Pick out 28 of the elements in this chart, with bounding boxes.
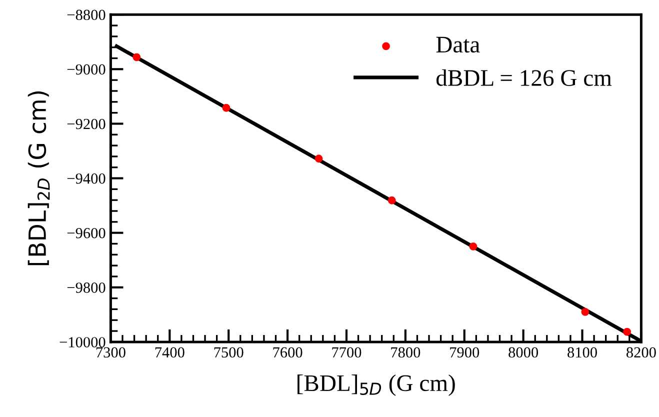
point	[623, 328, 632, 336]
point	[388, 196, 396, 204]
y-tick-label: −9800	[67, 282, 106, 293]
x-tick-label: 8100	[568, 347, 597, 358]
x-tick-label: 8200	[626, 347, 656, 358]
point	[469, 242, 478, 250]
legend-label: dBDL = 126 G cm	[436, 69, 612, 86]
point	[581, 308, 590, 316]
x-tick-label: 7700	[332, 347, 362, 358]
x-tick-label: 7300	[96, 347, 126, 358]
x-tick-label: 7400	[155, 347, 184, 358]
x-tick-label: 7800	[391, 347, 420, 358]
y-tick-label: −9400	[67, 173, 106, 184]
y-tick-label: −9600	[67, 228, 106, 238]
y-tick-label: −9200	[67, 118, 106, 130]
x-axis-title: [BDL]$_{5D}$ (G cm)	[298, 374, 455, 396]
y-tick-label: −9000	[67, 64, 106, 75]
legend-label: Data	[436, 36, 480, 53]
y-tick-label: −10000	[60, 337, 106, 348]
y-axis-title: [BDL]$_{2D}$ (G cm)	[28, 91, 50, 266]
x-tick-label: 7600	[273, 347, 302, 358]
point	[222, 104, 230, 112]
x-tick-label: 7900	[450, 347, 480, 358]
x-tick-label: 7500	[214, 347, 244, 358]
point	[132, 53, 141, 62]
point	[314, 154, 323, 163]
y-tick-label: −8800	[67, 10, 106, 20]
x-tick-label: 8000	[508, 347, 538, 358]
